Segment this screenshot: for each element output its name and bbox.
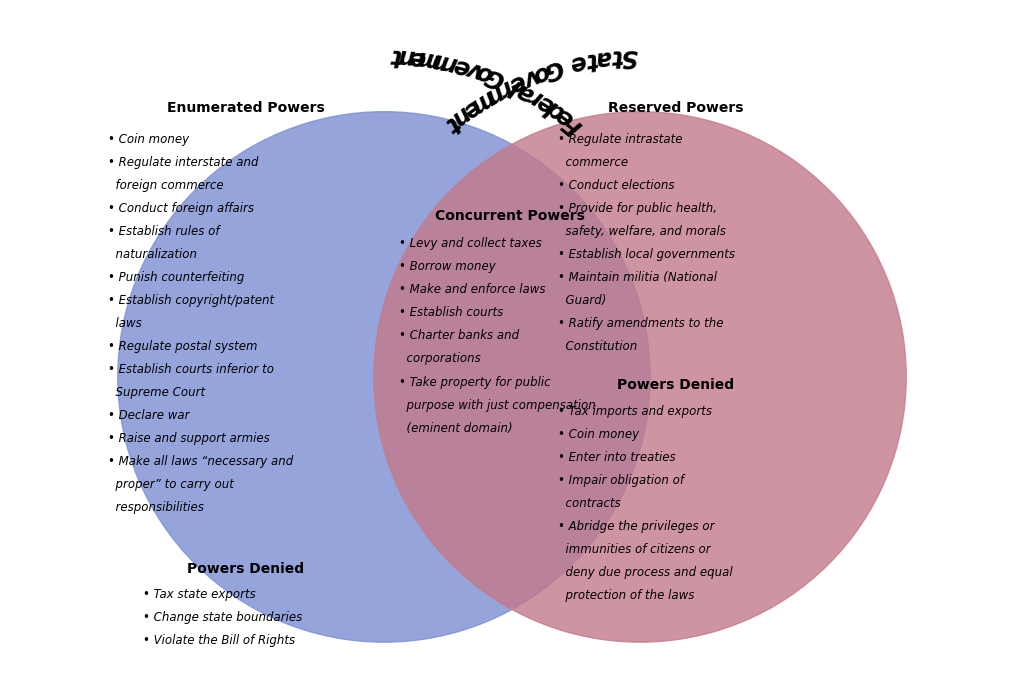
Text: • Establish rules of: • Establish rules of [108,225,219,238]
Text: m: m [415,45,442,73]
Text: (eminent domain): (eminent domain) [399,422,513,435]
Text: deny due process and equal: deny due process and equal [558,566,733,579]
Text: naturalization: naturalization [108,248,197,261]
Text: l: l [506,74,524,99]
Text: e: e [551,103,578,131]
Text: • Ratify amendments to the: • Ratify amendments to the [558,317,724,330]
Text: n: n [447,101,475,131]
Text: Powers Denied: Powers Denied [617,378,734,392]
Text: • Take property for public: • Take property for public [399,376,551,389]
Text: n: n [396,44,416,69]
Text: e: e [568,49,589,76]
Text: • Regulate intrastate: • Regulate intrastate [558,133,683,146]
Ellipse shape [374,112,906,642]
Text: responsibilities: responsibilities [108,501,204,514]
Text: a: a [594,45,613,71]
Text: t: t [584,47,598,73]
Text: e: e [452,52,473,80]
Text: t: t [439,111,463,137]
Text: • Maintain militia (National: • Maintain militia (National [558,271,717,284]
Text: • Regulate postal system: • Regulate postal system [108,340,257,353]
Text: • Impair obligation of: • Impair obligation of [558,474,684,487]
Text: t: t [389,44,400,68]
Text: e: e [505,68,529,97]
Text: Supreme Court: Supreme Court [108,386,205,399]
Text: Concurrent Powers: Concurrent Powers [435,209,585,223]
Text: e: e [408,45,427,70]
Text: e: e [459,94,485,123]
Text: r: r [524,84,547,111]
Ellipse shape [118,112,650,642]
Text: laws: laws [108,317,141,330]
Text: • Raise and support armies: • Raise and support armies [108,432,269,445]
Text: o: o [529,59,553,87]
Text: commerce: commerce [558,156,628,169]
Text: • Establish local governments: • Establish local governments [558,248,735,261]
Text: • Establish copyright/patent: • Establish copyright/patent [108,294,273,307]
Text: • Establish courts inferior to: • Establish courts inferior to [108,363,273,376]
Text: purpose with just compensation: purpose with just compensation [399,399,596,412]
Text: Enumerated Powers: Enumerated Powers [167,101,325,115]
Text: o: o [472,59,496,87]
Text: S: S [621,44,638,68]
Text: • Enter into treaties: • Enter into treaties [558,451,676,464]
Text: • Abridge the privileges or: • Abridge the privileges or [558,520,715,533]
Text: • Make and enforce laws: • Make and enforce laws [399,283,546,297]
Text: • Make all laws “necessary and: • Make all laws “necessary and [108,455,293,468]
Text: d: d [541,96,568,125]
Text: • Violate the Bill of Rights: • Violate the Bill of Rights [143,634,296,647]
Text: • Charter banks and: • Charter banks and [399,329,519,343]
Text: contracts: contracts [558,497,621,510]
Text: • Levy and collect taxes: • Levy and collect taxes [399,237,542,251]
Text: • Borrow money: • Borrow money [399,260,496,274]
Text: immunities of citizens or: immunities of citizens or [558,543,711,556]
Text: • Regulate interstate and: • Regulate interstate and [108,156,258,169]
Text: • Coin money: • Coin money [558,428,639,441]
Text: v: v [517,64,541,91]
Text: • Provide for public health,: • Provide for public health, [558,202,717,215]
Text: n: n [429,47,451,75]
Text: • Establish courts: • Establish courts [399,306,504,320]
Text: • Punish counterfeiting: • Punish counterfeiting [108,271,244,284]
Text: • Declare war: • Declare war [108,409,189,422]
Text: n: n [480,80,507,109]
Text: • Tax state exports: • Tax state exports [143,588,256,601]
Text: v: v [462,56,484,83]
Text: e: e [531,89,558,118]
Text: Reserved Powers: Reserved Powers [608,101,743,115]
Text: t: t [610,45,623,69]
Text: F: F [559,110,587,138]
Text: G: G [481,63,508,92]
Text: • Conduct foreign affairs: • Conduct foreign affairs [108,202,254,215]
Text: • Tax imports and exports: • Tax imports and exports [558,405,712,418]
Text: • Change state boundaries: • Change state boundaries [143,611,303,624]
Text: Powers Denied: Powers Denied [187,562,304,576]
Text: r: r [442,50,460,77]
Text: safety, welfare, and morals: safety, welfare, and morals [558,225,726,238]
Text: r: r [495,75,516,102]
Text: • Conduct elections: • Conduct elections [558,179,675,192]
Text: foreign commerce: foreign commerce [108,179,223,192]
Text: Guard): Guard) [558,294,606,307]
Text: m: m [466,84,500,118]
Text: Constitution: Constitution [558,340,637,353]
Text: a: a [513,77,539,106]
Text: protection of the laws: protection of the laws [558,589,694,602]
Text: G: G [541,54,566,83]
Text: • Coin money: • Coin money [108,133,188,146]
Text: proper” to carry out: proper” to carry out [108,478,233,491]
Text: corporations: corporations [399,352,481,366]
